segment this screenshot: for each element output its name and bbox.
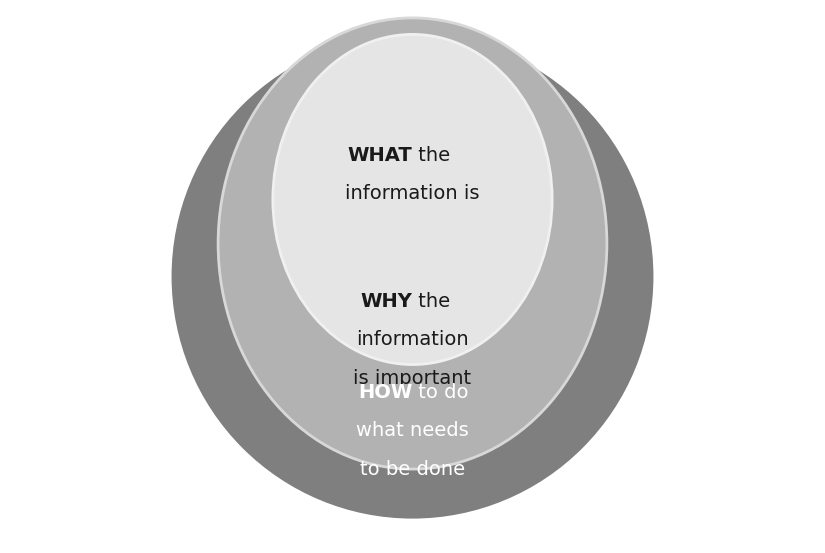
Text: the: the <box>412 292 450 311</box>
Text: the: the <box>412 146 450 165</box>
Ellipse shape <box>273 34 552 364</box>
Text: information is: information is <box>345 185 480 204</box>
Text: information: information <box>356 330 469 349</box>
Circle shape <box>172 34 653 519</box>
Text: WHAT: WHAT <box>348 146 412 165</box>
Text: HOW: HOW <box>358 383 412 401</box>
Ellipse shape <box>218 18 607 469</box>
Text: to do: to do <box>412 383 469 401</box>
Text: is important: is important <box>353 369 472 388</box>
Text: WHY: WHY <box>361 292 412 311</box>
Text: to be done: to be done <box>360 460 465 478</box>
Text: what needs: what needs <box>356 421 469 440</box>
